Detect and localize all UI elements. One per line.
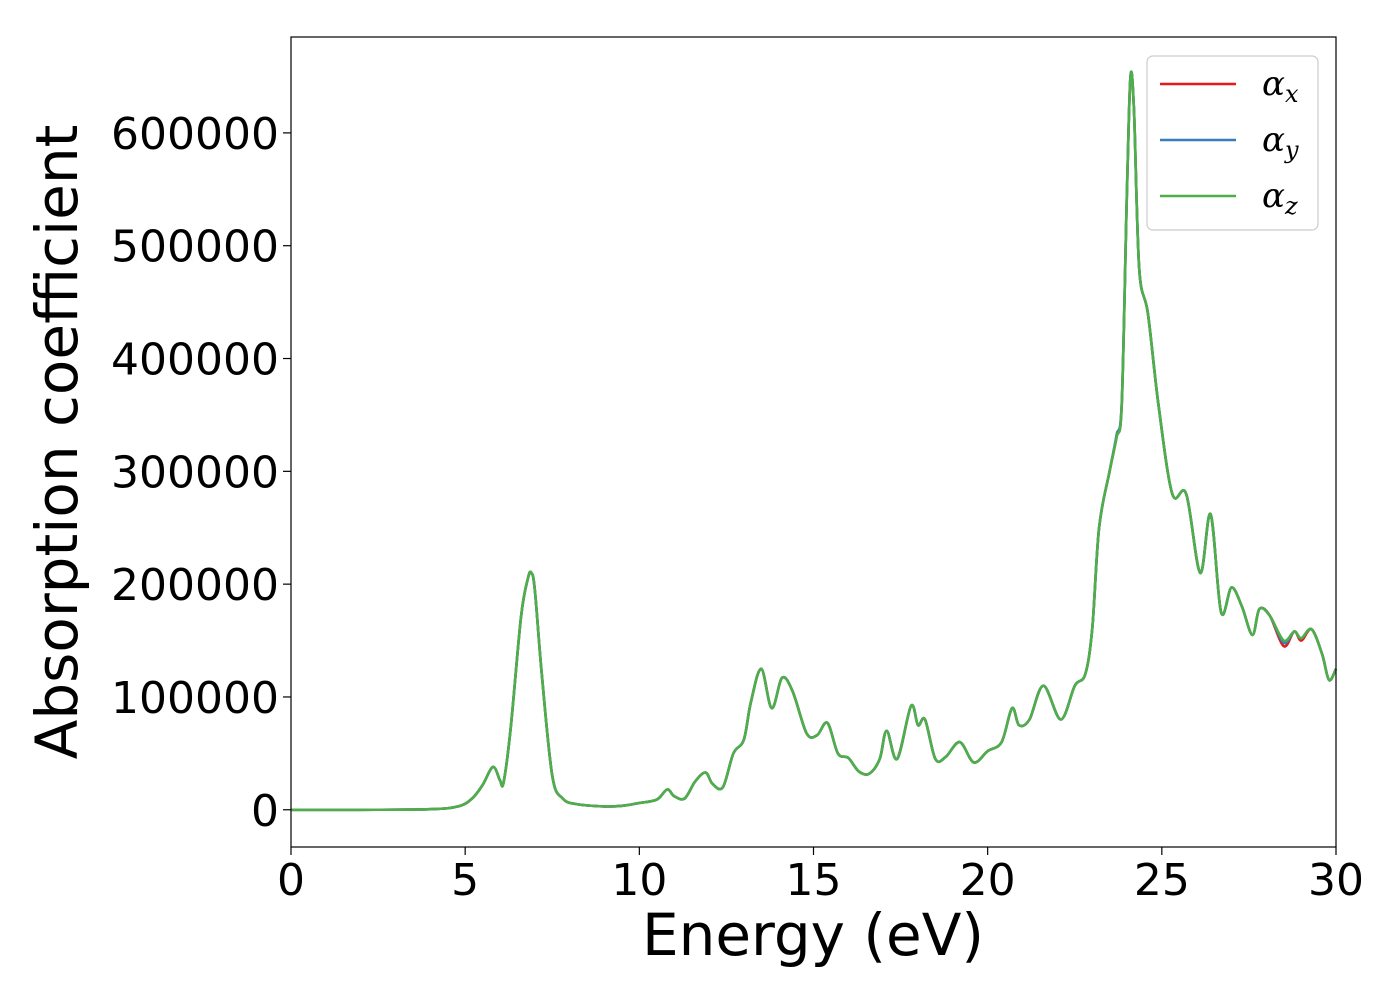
y-tick-label: 600000 xyxy=(111,109,279,160)
x-tick-label: 15 xyxy=(786,855,842,906)
plot-area xyxy=(290,70,1338,812)
y-axis: 0 100000 200000 300000 400000 500000 600000 xyxy=(111,109,291,837)
x-axis-label: Energy (eV) xyxy=(642,901,984,969)
y-tick-label: 100000 xyxy=(111,673,279,724)
legend: αx αy αz xyxy=(1146,55,1319,231)
y-tick-label: 0 xyxy=(251,786,279,837)
x-tick-label: 10 xyxy=(611,855,667,906)
y-tick-label: 500000 xyxy=(111,222,279,273)
x-tick-label: 30 xyxy=(1308,855,1364,906)
x-axis: 0 5 10 15 20 25 30 xyxy=(277,847,1364,906)
x-tick-label: 20 xyxy=(960,855,1016,906)
legend-label-y: αy xyxy=(1262,120,1299,164)
x-tick-label: 25 xyxy=(1134,855,1190,906)
x-tick-label: 5 xyxy=(451,855,479,906)
y-tick-label: 400000 xyxy=(111,335,279,386)
legend-label-z: αz xyxy=(1262,176,1298,220)
legend-label-x: αx xyxy=(1262,64,1299,108)
y-axis-label: Absorption coefficient xyxy=(23,125,91,760)
y-tick-label: 300000 xyxy=(111,447,279,498)
legend-box xyxy=(1146,55,1319,231)
y-tick-label: 200000 xyxy=(111,560,279,611)
series-line-z xyxy=(290,70,1338,812)
x-tick-label: 0 xyxy=(277,855,305,906)
